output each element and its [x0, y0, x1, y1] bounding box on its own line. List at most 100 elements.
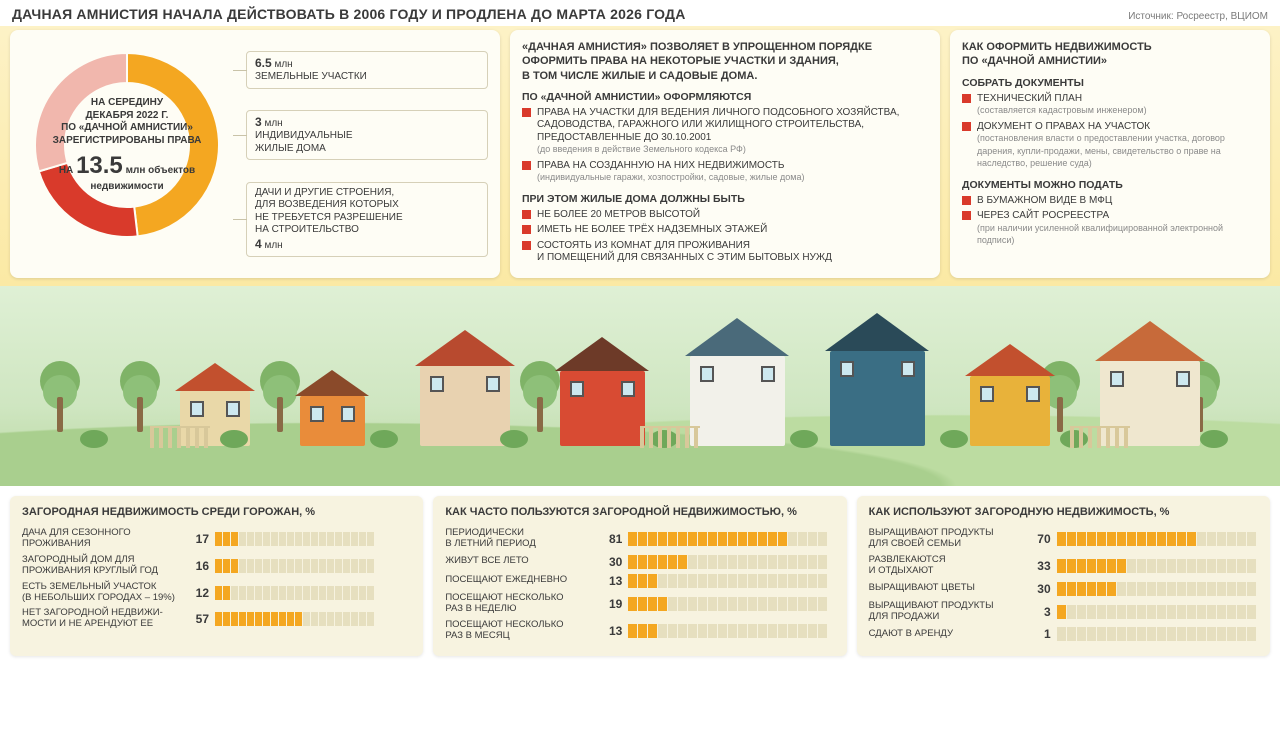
- bush-icon: [1200, 430, 1228, 448]
- stat-label: РАЗВЛЕКАЮТСЯ И ОТДЫХАЮТ: [869, 555, 1019, 577]
- stat-value: 70: [1025, 532, 1051, 546]
- stat-value: 16: [183, 559, 209, 573]
- stat-label: ПЕРИОДИЧЕСКИ В ЛЕТНИЙ ПЕРИОД: [445, 528, 590, 550]
- bullet-item: ЧЕРЕЗ САЙТ РОСРЕЕСТРА(при наличии усилен…: [962, 210, 1258, 248]
- stat-row: ПОСЕЩАЮТ ЕЖЕДНЕВНО13: [445, 574, 834, 588]
- donut-center-pre: НА СЕРЕДИНУ ДЕКАБРЯ 2022 Г. ПО «ДАЧНОЙ А…: [52, 97, 202, 147]
- stat-bar: [215, 612, 374, 626]
- stat-value: 17: [183, 532, 209, 546]
- stat-bar: [1057, 532, 1256, 546]
- bullet-item: ИМЕТЬ НЕ БОЛЕЕ ТРЁХ НАДЗЕМНЫХ ЭТАЖЕЙ: [522, 224, 928, 237]
- stat-bar: [1057, 582, 1256, 596]
- bullet-icon: [522, 108, 531, 117]
- stat-row: ЖИВУТ ВСЕ ЛЕТО30: [445, 555, 834, 569]
- stat-value: 13: [596, 574, 622, 588]
- fence-icon: [1070, 426, 1130, 448]
- tree-icon: [120, 361, 160, 431]
- howto-title: КАК ОФОРМИТЬ НЕДВИЖИМОСТЬ ПО «ДАЧНОЙ АМН…: [962, 40, 1258, 69]
- header: ДАЧНАЯ АМНИСТИЯ НАЧАЛА ДЕЙСТВОВАТЬ В 200…: [0, 0, 1280, 26]
- bullet-text: ИМЕТЬ НЕ БОЛЕЕ ТРЁХ НАДЗЕМНЫХ ЭТАЖЕЙ: [537, 224, 767, 237]
- stat-value: 30: [1025, 582, 1051, 596]
- source-label: Источник: Росреестр, ВЦИОМ: [1128, 11, 1268, 22]
- stat-row: ДАЧА ДЛЯ СЕЗОННОГО ПРОЖИВАНИЯ 17: [22, 528, 411, 550]
- bullet-text: СОСТОЯТЬ ИЗ КОМНАТ ДЛЯ ПРОЖИВАНИЯ И ПОМЕ…: [537, 240, 832, 265]
- stat-value: 1: [1025, 627, 1051, 641]
- stats-title: ЗАГОРОДНАЯ НЕДВИЖИМОСТЬ СРЕДИ ГОРОЖАН, %: [22, 506, 411, 518]
- bullet-icon: [962, 94, 971, 103]
- house-icon: [300, 370, 369, 446]
- stat-bar: [628, 555, 827, 569]
- stat-bar: [1057, 627, 1256, 641]
- fence-icon: [150, 426, 210, 448]
- bullet-item: НЕ БОЛЕЕ 20 МЕТРОВ ВЫСОТОЙ: [522, 209, 928, 222]
- stat-value: 33: [1025, 559, 1051, 573]
- fence-icon: [640, 426, 700, 448]
- stat-label: ВЫРАЩИВАЮТ ЦВЕТЫ: [869, 583, 1019, 594]
- house-icon: [690, 318, 789, 446]
- stats-title: КАК ЧАСТО ПОЛЬЗУЮТСЯ ЗАГОРОДНОЙ НЕДВИЖИМ…: [445, 506, 834, 518]
- rules-sec2-title: ПРИ ЭТОМ ЖИЛЫЕ ДОМА ДОЛЖНЫ БЫТЬ: [522, 193, 928, 205]
- house-icon: [560, 337, 649, 446]
- bush-icon: [500, 430, 528, 448]
- stats-panel: ЗАГОРОДНАЯ НЕДВИЖИМОСТЬ СРЕДИ ГОРОЖАН, %…: [10, 496, 423, 657]
- donut-label: 3 млнИНДИВИДУАЛЬНЫЕ ЖИЛЫЕ ДОМА: [246, 110, 488, 161]
- stat-label: СДАЮТ В АРЕНДУ: [869, 629, 1019, 640]
- stat-bar: [628, 532, 827, 546]
- bullet-item: ДОКУМЕНТ О ПРАВАХ НА УЧАСТОК(постановлен…: [962, 121, 1258, 171]
- bullet-text: ДОКУМЕНТ О ПРАВАХ НА УЧАСТОК(постановлен…: [977, 121, 1258, 171]
- stat-bar: [215, 532, 374, 546]
- bullet-icon: [522, 161, 531, 170]
- stat-bar: [215, 559, 374, 573]
- stat-row: СДАЮТ В АРЕНДУ 1: [869, 627, 1258, 641]
- stat-row: ВЫРАЩИВАЮТ ПРОДУКТЫ ДЛЯ ПРОДАЖИ 3: [869, 601, 1258, 623]
- donut-center-number: 13.5: [76, 152, 123, 179]
- howto-panel: КАК ОФОРМИТЬ НЕДВИЖИМОСТЬ ПО «ДАЧНОЙ АМН…: [950, 30, 1270, 278]
- stats-title: КАК ИСПОЛЬЗУЮТ ЗАГОРОДНУЮ НЕДВИЖИМОСТЬ, …: [869, 506, 1258, 518]
- infographic-root: ДАЧНАЯ АМНИСТИЯ НАЧАЛА ДЕЙСТВОВАТЬ В 200…: [0, 0, 1280, 666]
- stat-label: ПОСЕЩАЮТ НЕСКОЛЬКО РАЗ В МЕСЯЦ: [445, 620, 590, 642]
- bush-icon: [790, 430, 818, 448]
- top-panels: НА СЕРЕДИНУ ДЕКАБРЯ 2022 Г. ПО «ДАЧНОЙ А…: [0, 26, 1280, 286]
- bullet-icon: [962, 122, 971, 131]
- donut-center-text: НА СЕРЕДИНУ ДЕКАБРЯ 2022 Г. ПО «ДАЧНОЙ А…: [52, 97, 202, 194]
- bullet-icon: [522, 210, 531, 219]
- bush-icon: [940, 430, 968, 448]
- stat-label: ВЫРАЩИВАЮТ ПРОДУКТЫ ДЛЯ ПРОДАЖИ: [869, 601, 1019, 623]
- donut-panel: НА СЕРЕДИНУ ДЕКАБРЯ 2022 Г. ПО «ДАЧНОЙ А…: [10, 30, 500, 278]
- stat-value: 3: [1025, 605, 1051, 619]
- howto-sec1-title: СОБРАТЬ ДОКУМЕНТЫ: [962, 77, 1258, 89]
- stat-bar: [215, 586, 374, 600]
- donut-label: ДАЧИ И ДРУГИЕ СТРОЕНИЯ, ДЛЯ ВОЗВЕДЕНИЯ К…: [246, 182, 488, 258]
- house-icon: [970, 344, 1055, 446]
- stat-label: НЕТ ЗАГОРОДНОЙ НЕДВИЖИ- МОСТИ И НЕ АРЕНД…: [22, 608, 177, 630]
- stat-row: НЕТ ЗАГОРОДНОЙ НЕДВИЖИ- МОСТИ И НЕ АРЕНД…: [22, 608, 411, 630]
- stat-row: ЕСТЬ ЗЕМЕЛЬНЫЙ УЧАСТОК (В НЕБОЛЬШИХ ГОРО…: [22, 582, 411, 604]
- bush-icon: [220, 430, 248, 448]
- tree-icon: [40, 361, 80, 431]
- house-icon: [420, 330, 515, 446]
- donut-label: 6.5 млнЗЕМЕЛЬНЫЕ УЧАСТКИ: [246, 51, 488, 89]
- stat-row: РАЗВЛЕКАЮТСЯ И ОТДЫХАЮТ 33: [869, 555, 1258, 577]
- stats-row: ЗАГОРОДНАЯ НЕДВИЖИМОСТЬ СРЕДИ ГОРОЖАН, %…: [0, 486, 1280, 667]
- bullet-item: В БУМАЖНОМ ВИДЕ В МФЦ: [962, 195, 1258, 208]
- stat-label: ЗАГОРОДНЫЙ ДОМ ДЛЯ ПРОЖИВАНИЯ КРУГЛЫЙ ГО…: [22, 555, 177, 577]
- donut-labels: 6.5 млнЗЕМЕЛЬНЫЕ УЧАСТКИ 3 млнИНДИВИДУАЛЬ…: [232, 40, 488, 268]
- stat-row: ПОСЕЩАЮТ НЕСКОЛЬКО РАЗ В МЕСЯЦ13: [445, 620, 834, 642]
- stat-bar: [628, 597, 827, 611]
- stat-label: ЕСТЬ ЗЕМЕЛЬНЫЙ УЧАСТОК (В НЕБОЛЬШИХ ГОРО…: [22, 582, 177, 604]
- bullet-text: В БУМАЖНОМ ВИДЕ В МФЦ: [977, 195, 1112, 208]
- bush-icon: [370, 430, 398, 448]
- stat-row: ЗАГОРОДНЫЙ ДОМ ДЛЯ ПРОЖИВАНИЯ КРУГЛЫЙ ГО…: [22, 555, 411, 577]
- bullet-text: ПРАВА НА СОЗДАННУЮ НА НИХ НЕДВИЖИМОСТЬ(и…: [537, 160, 804, 185]
- stat-label: ПОСЕЩАЮТ НЕСКОЛЬКО РАЗ В НЕДЕЛЮ: [445, 593, 590, 615]
- bullet-icon: [522, 225, 531, 234]
- rules-panel: «ДАЧНАЯ АМНИСТИЯ» ПОЗВОЛЯЕТ В УПРОЩЕННОМ…: [510, 30, 940, 278]
- donut-chart: НА СЕРЕДИНУ ДЕКАБРЯ 2022 Г. ПО «ДАЧНОЙ А…: [22, 40, 232, 250]
- village-illustration: [0, 286, 1280, 486]
- stat-label: ДАЧА ДЛЯ СЕЗОННОГО ПРОЖИВАНИЯ: [22, 528, 177, 550]
- stat-value: 30: [596, 555, 622, 569]
- rules-sec1-title: ПО «ДАЧНОЙ АМНИСТИИ» ОФОРМЛЯЮТСЯ: [522, 91, 928, 103]
- stat-value: 12: [183, 586, 209, 600]
- howto-sec2-title: ДОКУМЕНТЫ МОЖНО ПОДАТЬ: [962, 179, 1258, 191]
- bullet-item: СОСТОЯТЬ ИЗ КОМНАТ ДЛЯ ПРОЖИВАНИЯ И ПОМЕ…: [522, 240, 928, 265]
